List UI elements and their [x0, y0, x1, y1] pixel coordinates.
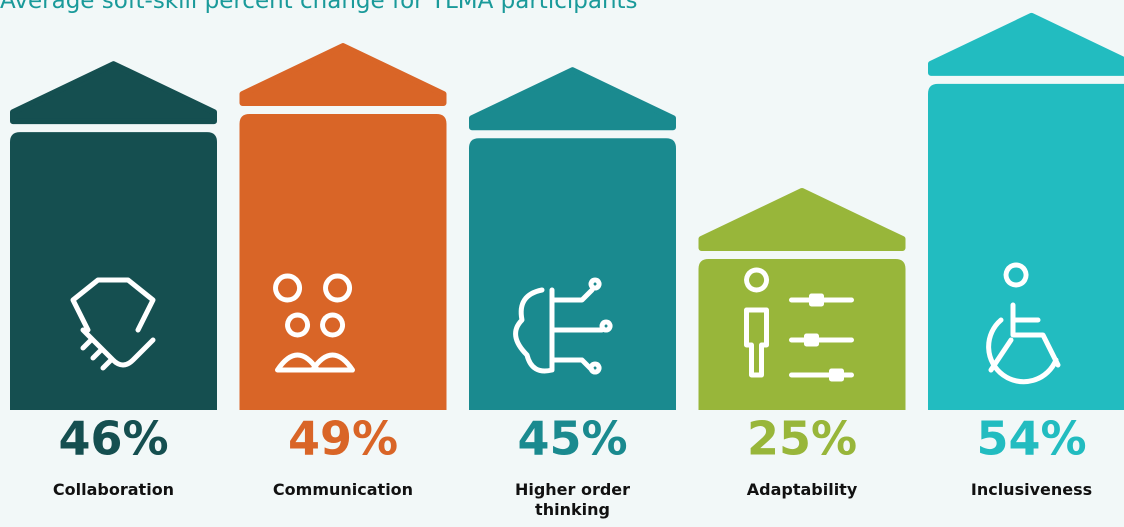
value-label: 25% — [747, 412, 857, 466]
bar — [928, 83, 1124, 410]
icon-shape — [986, 262, 1061, 385]
value-label: 54% — [976, 412, 1086, 466]
bar — [469, 138, 676, 410]
roof — [239, 43, 447, 107]
category-label: Adaptability — [746, 480, 858, 499]
icon — [986, 262, 1061, 385]
value-label: 45% — [517, 412, 627, 466]
chart-title: Average soft-skill percent change for YL… — [0, 0, 638, 14]
value-label: 49% — [288, 412, 398, 466]
roof — [928, 12, 1124, 76]
roof — [10, 61, 217, 125]
icon-shape — [513, 277, 613, 375]
roof — [469, 67, 676, 131]
category-label: Collaboration — [52, 480, 175, 499]
icon-shape — [70, 277, 156, 371]
category-label: Communication — [272, 480, 414, 499]
bar — [698, 259, 906, 410]
icon — [70, 277, 156, 371]
icon-shape — [273, 273, 355, 373]
category-label: Higher order thinking — [514, 480, 631, 519]
roof — [698, 188, 906, 251]
category-label: Inclusiveness — [970, 480, 1093, 499]
icon — [273, 273, 355, 373]
bar — [10, 132, 217, 410]
icon — [513, 277, 613, 375]
icon — [744, 267, 854, 382]
value-label: 46% — [58, 412, 168, 466]
bar — [239, 114, 447, 410]
icon-shape — [744, 267, 854, 382]
